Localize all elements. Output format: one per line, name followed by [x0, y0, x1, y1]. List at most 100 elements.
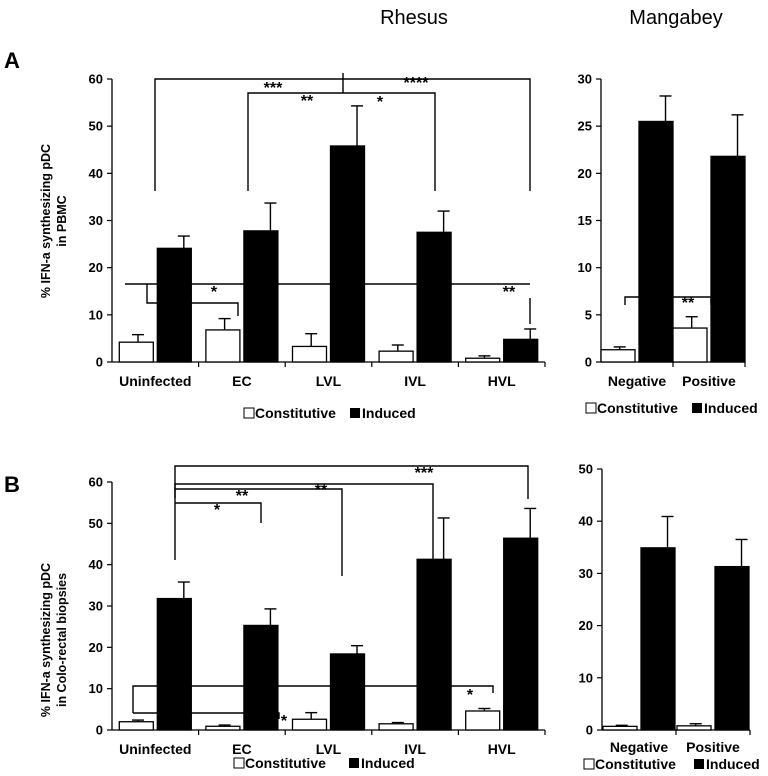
y-axis-label-line-1: % IFN-a synthesizing pDC: [39, 144, 53, 298]
significance-marker: **: [236, 488, 249, 505]
chart-b-rhesus: % IFN-a synthesizing pDC in Colo-rectal …: [39, 465, 546, 757]
x-tick-label: Negative: [608, 373, 667, 389]
legend-label-induced: Induced: [706, 756, 760, 772]
y-tick-label: 10: [89, 307, 103, 322]
legend-label-induced: Induced: [704, 400, 758, 416]
constitutive-bar: [378, 350, 414, 363]
y-tick-label: 25: [578, 119, 592, 134]
induced-bar: [156, 247, 192, 363]
constitutive-bar: [676, 725, 712, 731]
constitutive-bar: [465, 357, 501, 363]
induced-bar: [243, 230, 279, 363]
significance-bracket: [132, 685, 494, 713]
significance-marker: **: [682, 295, 695, 312]
y-tick-label: 40: [89, 166, 103, 181]
x-tick-label: IVL: [404, 741, 426, 757]
legend-swatch-constitutive: [585, 402, 597, 414]
constitutive-bar: [602, 725, 638, 731]
y-tick-label: 0: [586, 723, 593, 738]
induced-bar: [329, 145, 366, 363]
legend-swatch-induced: [692, 403, 702, 413]
induced-bar: [640, 547, 676, 731]
induced-bar: [156, 597, 192, 731]
constitutive-bar: [118, 341, 154, 363]
x-tick-label: Positive: [682, 373, 736, 389]
constitutive-bar: [205, 329, 241, 363]
legend-a-mangabey: Constitutive Induced: [585, 400, 758, 416]
induced-bar: [638, 120, 674, 363]
header-mangabey: Mangabey: [629, 7, 722, 29]
constitutive-bar: [291, 345, 328, 363]
significance-marker: *: [214, 502, 221, 519]
y-tick-label: 5: [585, 307, 592, 322]
significance-bracket: [624, 296, 712, 305]
chart-b-mangabey: 0 10 20 30 40 50 Negative Positive: [579, 462, 751, 755]
y-tick-label: 20: [89, 260, 103, 275]
constitutive-bar: [672, 327, 708, 363]
y-tick-label: 10: [579, 670, 593, 685]
constitutive-bar: [291, 718, 328, 731]
constitutive-bar: [465, 710, 501, 731]
chart-a-rhesus: % IFN-a synthesizing pDC in PBMC 0 10 20 30…: [39, 72, 546, 389]
x-tick-label: Negative: [610, 739, 669, 755]
induced-bar: [503, 537, 539, 731]
induced-bar: [243, 624, 279, 731]
induced-bar: [710, 155, 746, 363]
y-tick-label: 20: [89, 640, 103, 655]
significance-marker: ***: [264, 80, 283, 97]
significance-bracket: [146, 284, 239, 316]
y-tick-label: 20: [579, 618, 593, 633]
significance-marker: *: [281, 713, 288, 730]
significance-bracket: [175, 502, 262, 523]
legend-b-rhesus: Constitutive Induced: [233, 755, 415, 771]
y-tick-label: 0: [96, 723, 103, 738]
panel-label-a: A: [4, 48, 20, 73]
legend-label-constitutive: Constitutive: [595, 756, 676, 772]
y-tick-label: 40: [579, 514, 593, 529]
y-tick-label: 10: [578, 260, 592, 275]
y-tick-label: 0: [585, 355, 592, 370]
significance-marker: ***: [415, 465, 434, 482]
x-tick-label: IVL: [404, 373, 426, 389]
significance-marker: *: [377, 94, 384, 111]
significance-bracket: [175, 488, 343, 576]
significance-marker: *: [467, 687, 474, 704]
legend-swatch-induced: [694, 759, 704, 769]
significance-bracket: [174, 465, 529, 560]
y-tick-label: 50: [89, 516, 103, 531]
legend-label-constitutive: Constitutive: [245, 755, 326, 771]
x-tick-label: EC: [232, 373, 251, 389]
significance-marker: **: [503, 284, 516, 301]
y-tick-label: 30: [578, 72, 592, 87]
constitutive-bar: [205, 725, 241, 731]
constitutive-bar: [118, 721, 154, 731]
y-tick-label: 20: [578, 166, 592, 181]
y-axis-label-line-1: % IFN-a synthesizing pDC: [39, 563, 53, 717]
legend-swatch-constitutive: [583, 758, 595, 770]
constitutive-bar: [600, 349, 636, 363]
x-tick-label: HVL: [488, 373, 516, 389]
induced-bar: [329, 653, 366, 731]
legend-label-constitutive: Constitutive: [597, 400, 678, 416]
y-tick-label: 10: [89, 681, 103, 696]
x-tick-label: LVL: [316, 741, 342, 757]
y-tick-label: 50: [89, 119, 103, 134]
significance-marker: *: [211, 284, 218, 301]
y-tick-label: 30: [579, 566, 593, 581]
y-tick-label: 60: [89, 475, 103, 490]
legend-a-rhesus: Constitutive Induced: [243, 405, 416, 421]
x-tick-label: Positive: [686, 739, 740, 755]
induced-bar: [714, 565, 750, 731]
significance-marker: **: [301, 93, 314, 110]
y-tick-label: 15: [578, 213, 592, 228]
chart-a-mangabey: 0 5 10 15 20 25 30 Negative Positive **: [578, 72, 746, 389]
legend-label-induced: Induced: [362, 405, 416, 421]
y-tick-label: 0: [96, 355, 103, 370]
y-tick-label: 60: [89, 72, 103, 87]
y-tick-label: 30: [89, 599, 103, 614]
x-tick-label: HVL: [488, 741, 516, 757]
significance-marker: ****: [404, 75, 430, 92]
legend-swatch-constitutive: [243, 407, 255, 419]
legend-swatch-induced: [349, 758, 359, 768]
significance-bracket: [174, 483, 434, 569]
